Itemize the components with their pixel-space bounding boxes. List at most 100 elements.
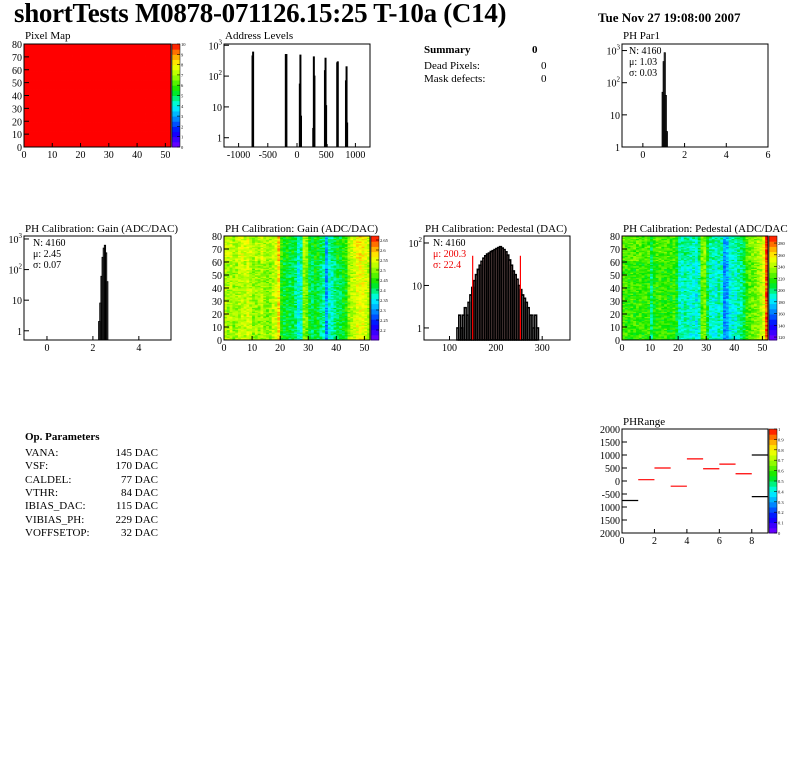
y-tick-label: 10 xyxy=(12,130,22,141)
y-tick-label-exp: 2 xyxy=(617,76,621,84)
y-tick-label-base: 10 xyxy=(209,41,219,52)
x-tick-label: 0 xyxy=(22,150,27,161)
palette-cell xyxy=(172,142,180,148)
palette-cell xyxy=(172,54,180,60)
x-tick-label: 1000 xyxy=(345,150,365,161)
x-tick-label: 50 xyxy=(160,150,170,161)
palette-cell xyxy=(172,126,180,132)
y-tick-label-base: 10 xyxy=(607,47,617,58)
y-tick-label: 103 xyxy=(9,232,23,246)
y-tick-label: 20 xyxy=(12,117,22,128)
palette-cell xyxy=(172,121,180,127)
address-plot: -1000 -500 0 500 1000110102103 xyxy=(209,38,371,161)
palette-label: 6 xyxy=(181,83,184,88)
palette-cell xyxy=(172,85,180,91)
palette-cell xyxy=(172,49,180,55)
palette-cell xyxy=(172,106,180,112)
y-tick-label: 102 xyxy=(607,76,621,90)
palette-cell xyxy=(172,44,180,50)
palette-cell xyxy=(172,59,180,65)
y-tick-label: 60 xyxy=(12,66,22,77)
palette-cell xyxy=(172,101,180,107)
gainmap-plot: 2.22.252.32.352.42.452.52.552.62.650 10 20… xyxy=(212,232,389,354)
x-tick-label: 500 xyxy=(319,150,334,161)
palette-label: 8 xyxy=(181,63,184,68)
y-tick-label: 80 xyxy=(12,40,22,51)
y-tick-label: 70 xyxy=(12,53,22,64)
x-tick-label: 2 xyxy=(90,343,95,354)
palette-cell xyxy=(172,70,180,76)
histogram-bin xyxy=(107,282,108,340)
y-tick-label-exp: 3 xyxy=(19,232,23,240)
palette-label: 2 xyxy=(181,124,183,129)
phpar1-frame xyxy=(622,44,768,147)
x-tick-label: 30 xyxy=(104,150,114,161)
palette-cell xyxy=(172,116,180,122)
x-tick-label: 6 xyxy=(766,150,771,161)
y-tick-label: 102 xyxy=(9,263,23,277)
x-tick-label: -500 xyxy=(259,150,277,161)
y-tick-label: 103 xyxy=(607,44,621,58)
x-tick-label: -1000 xyxy=(227,150,250,161)
histogram-bin xyxy=(337,62,338,147)
histogram-bin xyxy=(666,132,667,147)
palette-cell xyxy=(172,90,180,96)
y-tick-label: 0 xyxy=(17,143,22,154)
y-tick-label-base: 10 xyxy=(9,266,19,277)
palette-label: 7 xyxy=(181,73,184,78)
histogram-bin xyxy=(253,52,254,147)
y-tick-label-base: 10 xyxy=(209,72,219,83)
palette-cell xyxy=(172,75,180,81)
x-tick-label: 4 xyxy=(136,343,141,354)
gainhist-plot: 0 2 4110102103 xyxy=(9,232,172,354)
y-tick-label: 10 xyxy=(610,111,620,122)
y-tick-label: 40 xyxy=(12,92,22,103)
y-tick-label: 1 xyxy=(615,143,620,154)
palette-label: 0 xyxy=(181,145,184,150)
y-tick-label: 50 xyxy=(12,79,22,90)
palette-label: 4 xyxy=(181,104,184,109)
palette-cell xyxy=(172,132,180,138)
palette-label: 5 xyxy=(181,94,184,99)
palette-cell xyxy=(172,65,180,71)
y-tick-label: 1 xyxy=(217,134,222,145)
palette-label: 3 xyxy=(181,114,184,119)
histogram-bin xyxy=(314,76,315,147)
x-tick-label: 4 xyxy=(724,150,729,161)
histogram-bin xyxy=(301,116,302,147)
y-tick-label-base: 10 xyxy=(607,79,617,90)
x-tick-label: 40 xyxy=(132,150,142,161)
histogram-bin xyxy=(347,123,348,147)
x-tick-label: 0 xyxy=(640,150,645,161)
x-tick-label: 10 xyxy=(47,150,57,161)
y-tick-label-exp: 3 xyxy=(219,38,223,46)
y-tick-label: 10 xyxy=(212,103,222,114)
y-tick-label: 30 xyxy=(12,104,22,115)
y-tick-label: 102 xyxy=(209,69,223,83)
palette-cell xyxy=(172,96,180,102)
palette-label: 10 xyxy=(181,42,186,47)
y-tick-label-exp: 2 xyxy=(219,69,223,77)
x-tick-label: 0 xyxy=(44,343,49,354)
y-tick-label-base: 10 xyxy=(9,235,19,246)
y-tick-label: 1 xyxy=(17,327,22,338)
x-tick-label: 0 xyxy=(295,150,300,161)
palette-label: 1 xyxy=(181,135,183,140)
phpar1-plot: 0 2 4 6110102103 xyxy=(607,44,771,161)
y-tick-label-exp: 2 xyxy=(19,263,23,271)
histogram-bin xyxy=(326,106,327,147)
histogram-bin xyxy=(286,55,287,147)
gainhist-frame xyxy=(24,236,171,340)
x-tick-label: 20 xyxy=(76,150,86,161)
palette-cell xyxy=(172,137,180,143)
y-tick-label-exp: 3 xyxy=(617,44,621,52)
palette-cell xyxy=(172,111,180,117)
palette-cell xyxy=(172,80,180,86)
y-tick-label: 103 xyxy=(209,38,223,52)
palette-label: 9 xyxy=(181,52,184,57)
y-tick-label: 10 xyxy=(12,296,22,307)
x-tick-label: 2 xyxy=(682,150,687,161)
